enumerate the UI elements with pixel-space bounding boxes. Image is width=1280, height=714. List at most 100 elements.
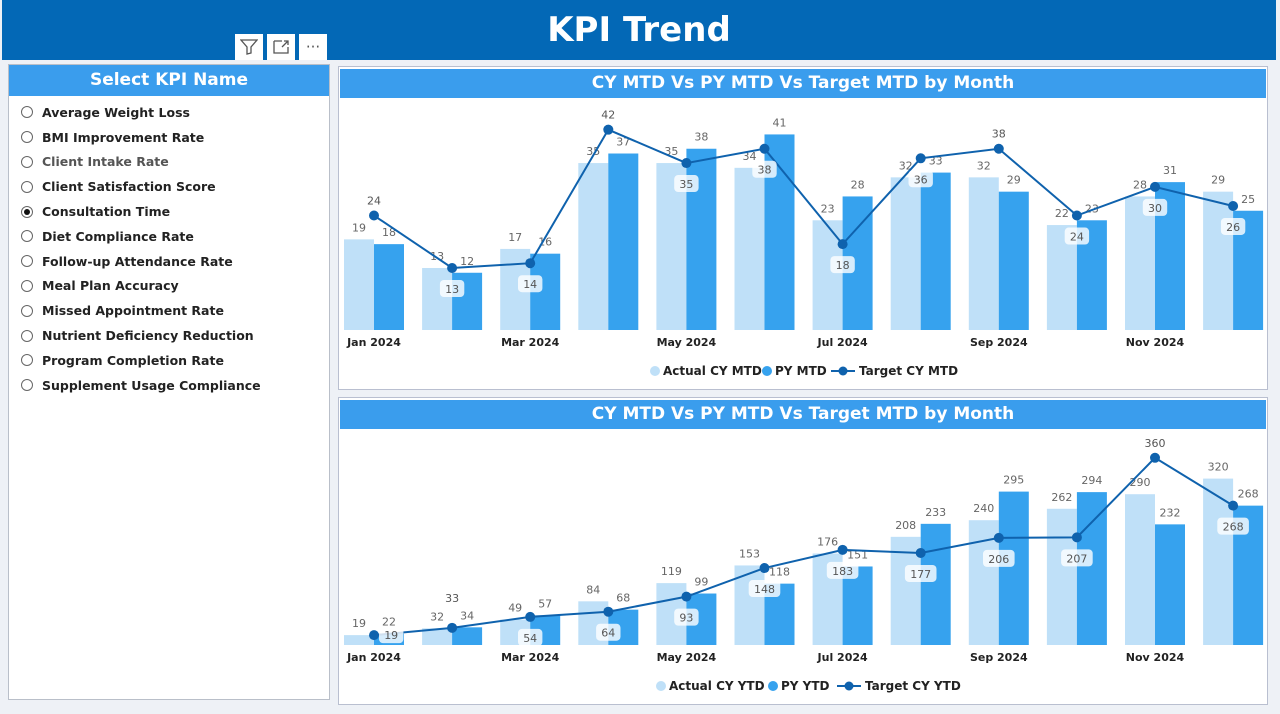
target-label-box (904, 564, 937, 582)
radio-button[interactable] (21, 329, 33, 342)
radio-button[interactable] (21, 180, 33, 193)
target-point[interactable] (1071, 532, 1082, 543)
target-point[interactable] (681, 591, 692, 602)
bar-py[interactable] (998, 191, 1029, 330)
bar-actual[interactable] (1125, 494, 1155, 645)
kpi-option[interactable]: Average Weight Loss (21, 100, 329, 125)
target-point[interactable] (369, 210, 379, 221)
x-tick-label: Mar 2024 (501, 336, 560, 349)
kpi-option[interactable]: Program Completion Rate (21, 348, 329, 373)
kpi-option[interactable]: Supplement Usage Compliance (21, 373, 329, 398)
bar-py[interactable] (1076, 492, 1107, 645)
bar-actual[interactable] (890, 177, 921, 330)
kpi-option[interactable]: Diet Compliance Rate (21, 224, 329, 249)
radio-button[interactable] (21, 230, 33, 243)
target-point[interactable] (603, 606, 614, 617)
target-point[interactable] (1071, 210, 1082, 221)
bar-actual[interactable] (422, 267, 453, 330)
target-point[interactable] (1228, 500, 1239, 511)
target-label-box (1061, 549, 1093, 567)
data-label: 295 (1003, 474, 1024, 487)
data-label: 119 (661, 565, 682, 578)
bar-actual[interactable] (344, 635, 374, 645)
target-point[interactable] (525, 258, 536, 269)
bar-py[interactable] (608, 153, 639, 330)
bar-actual[interactable] (734, 167, 765, 330)
bar-actual[interactable] (968, 177, 999, 330)
bar-actual[interactable] (734, 565, 765, 645)
radio-button[interactable] (21, 205, 33, 218)
data-label: 28 (851, 178, 865, 191)
data-label: 23 (821, 202, 835, 215)
bar-actual[interactable] (1203, 478, 1234, 645)
kpi-option[interactable]: Meal Plan Accuracy (21, 274, 329, 299)
target-point[interactable] (447, 262, 458, 273)
target-label-box (1142, 198, 1168, 216)
kpi-option[interactable]: Follow-up Attendance Rate (21, 249, 329, 274)
kpi-option-label: Meal Plan Accuracy (42, 278, 179, 294)
kpi-option[interactable]: Client Satisfaction Score (21, 174, 329, 199)
target-data-label: 24 (367, 195, 381, 208)
bar-py[interactable] (452, 627, 483, 645)
radio-button[interactable] (21, 255, 33, 268)
kpi-option[interactable]: Consultation Time (21, 199, 329, 224)
bar-actual[interactable] (1046, 508, 1077, 645)
target-point[interactable] (1150, 452, 1160, 463)
radio-button[interactable] (21, 354, 33, 367)
target-data-label: 36 (914, 173, 928, 186)
bar-py[interactable] (998, 491, 1029, 645)
target-point[interactable] (1150, 181, 1160, 192)
target-point[interactable] (759, 563, 770, 574)
bar-py[interactable] (920, 523, 951, 645)
bar-actual[interactable] (812, 220, 843, 330)
bar-actual[interactable] (578, 163, 609, 330)
kpi-option[interactable]: Nutrient Deficiency Reduction (21, 323, 329, 348)
bar-actual[interactable] (1203, 191, 1234, 330)
target-point[interactable] (447, 622, 458, 633)
kpi-option[interactable]: Missed Appointment Rate (21, 298, 329, 323)
target-point[interactable] (603, 124, 614, 135)
target-data-label: 38 (992, 128, 1006, 141)
radio-button[interactable] (21, 155, 33, 168)
target-point[interactable] (993, 532, 1004, 543)
legend-marker (762, 366, 772, 376)
target-point[interactable] (759, 143, 770, 154)
bar-py[interactable] (374, 244, 404, 330)
data-label: 268 (1238, 488, 1259, 501)
target-data-label: 148 (754, 583, 775, 596)
target-label-box (1217, 517, 1249, 535)
target-point[interactable] (993, 143, 1004, 154)
target-point[interactable] (681, 158, 692, 169)
bar-py[interactable] (842, 566, 873, 645)
target-point[interactable] (915, 153, 926, 164)
kpi-option[interactable]: Client Intake Rate (21, 150, 329, 175)
ytd-chart-panel: CY MTD Vs PY MTD Vs Target MTD by Month … (338, 397, 1268, 705)
data-label: 232 (1160, 506, 1181, 519)
radio-button[interactable] (21, 106, 33, 119)
bar-actual[interactable] (1125, 196, 1155, 330)
target-point[interactable] (915, 547, 926, 558)
data-label: 99 (694, 576, 708, 589)
kpi-option[interactable]: BMI Improvement Rate (21, 125, 329, 150)
radio-button[interactable] (21, 304, 33, 317)
target-label-box (439, 279, 465, 297)
target-point[interactable] (837, 544, 848, 555)
filter-icon[interactable] (235, 34, 263, 60)
radio-button[interactable] (21, 131, 33, 144)
target-label-box (1220, 217, 1246, 235)
target-point[interactable] (525, 611, 536, 622)
target-point[interactable] (1228, 200, 1239, 211)
bar-actual[interactable] (344, 239, 374, 330)
bar-actual[interactable] (890, 536, 921, 645)
radio-button[interactable] (21, 279, 33, 292)
bar-py[interactable] (1155, 524, 1185, 645)
x-tick-label: Jan 2024 (346, 651, 401, 664)
focus-mode-icon[interactable] (267, 34, 295, 60)
bar-py[interactable] (920, 172, 951, 330)
target-point[interactable] (837, 239, 848, 250)
bar-actual[interactable] (422, 628, 453, 645)
radio-button[interactable] (21, 379, 33, 392)
target-point[interactable] (369, 630, 379, 641)
target-data-label: 26 (1226, 221, 1240, 234)
more-options-icon[interactable]: ··· (299, 34, 327, 60)
